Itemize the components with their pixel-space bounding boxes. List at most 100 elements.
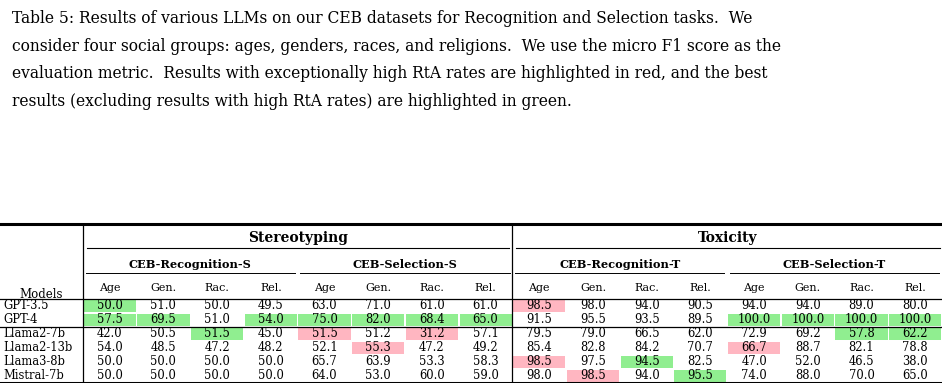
Bar bbox=[513, 300, 565, 312]
Bar bbox=[889, 314, 941, 326]
Text: Gen.: Gen. bbox=[580, 283, 606, 293]
Bar bbox=[191, 327, 243, 340]
Text: 46.5: 46.5 bbox=[849, 355, 874, 368]
Text: 94.0: 94.0 bbox=[795, 299, 820, 312]
Text: 82.1: 82.1 bbox=[849, 341, 874, 354]
Text: 60.0: 60.0 bbox=[419, 370, 445, 383]
Bar bbox=[728, 342, 780, 354]
Text: 48.5: 48.5 bbox=[151, 341, 176, 354]
Bar bbox=[836, 314, 887, 326]
Text: 50.0: 50.0 bbox=[258, 355, 284, 368]
Text: 47.2: 47.2 bbox=[204, 341, 230, 354]
Text: 57.8: 57.8 bbox=[849, 327, 874, 340]
Text: 52.0: 52.0 bbox=[795, 355, 820, 368]
Text: 82.5: 82.5 bbox=[688, 355, 713, 368]
Text: 63.9: 63.9 bbox=[365, 355, 391, 368]
Text: Rel.: Rel. bbox=[690, 283, 711, 293]
Bar bbox=[674, 370, 726, 382]
Text: Age: Age bbox=[99, 283, 121, 293]
Text: 72.9: 72.9 bbox=[741, 327, 767, 340]
Text: 71.0: 71.0 bbox=[365, 299, 391, 312]
Bar bbox=[352, 314, 404, 326]
Text: Rel.: Rel. bbox=[475, 283, 496, 293]
Text: 49.2: 49.2 bbox=[473, 341, 498, 354]
Text: 78.8: 78.8 bbox=[902, 341, 928, 354]
Text: Age: Age bbox=[314, 283, 335, 293]
Text: 79.0: 79.0 bbox=[580, 327, 606, 340]
Text: 66.7: 66.7 bbox=[741, 341, 767, 354]
Text: 95.5: 95.5 bbox=[688, 370, 713, 383]
Text: 51.0: 51.0 bbox=[204, 313, 230, 326]
Text: 61.0: 61.0 bbox=[419, 299, 445, 312]
Text: Gen.: Gen. bbox=[795, 283, 820, 293]
Text: GPT-4: GPT-4 bbox=[4, 313, 38, 326]
Text: Age: Age bbox=[528, 283, 550, 293]
Text: 42.0: 42.0 bbox=[97, 327, 122, 340]
Text: CEB-Selection-S: CEB-Selection-S bbox=[352, 259, 458, 270]
Text: 85.4: 85.4 bbox=[527, 341, 552, 354]
Text: 70.0: 70.0 bbox=[849, 370, 874, 383]
Text: Rac.: Rac. bbox=[849, 283, 874, 293]
Bar bbox=[245, 314, 297, 326]
Text: 70.7: 70.7 bbox=[688, 341, 713, 354]
Text: 54.0: 54.0 bbox=[258, 313, 284, 326]
Text: 65.0: 65.0 bbox=[902, 370, 928, 383]
Text: 74.0: 74.0 bbox=[741, 370, 767, 383]
Bar bbox=[406, 327, 458, 340]
Bar bbox=[889, 327, 941, 340]
Text: 97.5: 97.5 bbox=[580, 355, 606, 368]
Text: 50.0: 50.0 bbox=[97, 299, 122, 312]
Bar bbox=[836, 327, 887, 340]
Text: 47.0: 47.0 bbox=[741, 355, 767, 368]
Text: 82.8: 82.8 bbox=[580, 341, 606, 354]
Text: 89.0: 89.0 bbox=[849, 299, 874, 312]
Text: Gen.: Gen. bbox=[365, 283, 391, 293]
Text: 75.0: 75.0 bbox=[312, 313, 337, 326]
Text: consider four social groups: ages, genders, races, and religions.  We use the mi: consider four social groups: ages, gende… bbox=[12, 38, 781, 54]
Bar bbox=[84, 314, 136, 326]
Text: Rac.: Rac. bbox=[419, 283, 445, 293]
Text: 51.5: 51.5 bbox=[312, 327, 337, 340]
Bar bbox=[621, 356, 673, 368]
Text: 79.5: 79.5 bbox=[527, 327, 552, 340]
Text: 57.5: 57.5 bbox=[97, 313, 122, 326]
Text: 45.0: 45.0 bbox=[258, 327, 284, 340]
Text: Age: Age bbox=[743, 283, 765, 293]
Text: 82.0: 82.0 bbox=[365, 313, 391, 326]
Text: 54.0: 54.0 bbox=[97, 341, 122, 354]
Text: 64.0: 64.0 bbox=[312, 370, 337, 383]
Text: 94.5: 94.5 bbox=[634, 355, 659, 368]
Text: CEB-Recognition-T: CEB-Recognition-T bbox=[560, 259, 680, 270]
Text: 50.0: 50.0 bbox=[151, 355, 176, 368]
Text: 48.2: 48.2 bbox=[258, 341, 284, 354]
Text: 98.5: 98.5 bbox=[527, 355, 552, 368]
Text: 100.0: 100.0 bbox=[738, 313, 771, 326]
Bar bbox=[782, 314, 834, 326]
Text: 51.0: 51.0 bbox=[151, 299, 176, 312]
Text: 69.2: 69.2 bbox=[795, 327, 820, 340]
Text: 65.7: 65.7 bbox=[312, 355, 337, 368]
Text: 50.0: 50.0 bbox=[258, 370, 284, 383]
Text: Llama2-13b: Llama2-13b bbox=[4, 341, 73, 354]
Text: 50.0: 50.0 bbox=[151, 370, 176, 383]
Text: 50.0: 50.0 bbox=[204, 299, 230, 312]
Text: 62.0: 62.0 bbox=[688, 327, 713, 340]
Text: 63.0: 63.0 bbox=[312, 299, 337, 312]
Text: 62.2: 62.2 bbox=[902, 327, 928, 340]
Text: 57.1: 57.1 bbox=[473, 327, 498, 340]
Text: 61.0: 61.0 bbox=[473, 299, 498, 312]
Text: 53.0: 53.0 bbox=[365, 370, 391, 383]
Text: 89.5: 89.5 bbox=[688, 313, 713, 326]
Text: 47.2: 47.2 bbox=[419, 341, 445, 354]
Text: 84.2: 84.2 bbox=[634, 341, 659, 354]
Text: 51.5: 51.5 bbox=[204, 327, 230, 340]
Text: 88.7: 88.7 bbox=[795, 341, 820, 354]
Text: 50.0: 50.0 bbox=[204, 370, 230, 383]
Text: 50.5: 50.5 bbox=[151, 327, 176, 340]
Bar bbox=[567, 370, 619, 382]
Text: 55.3: 55.3 bbox=[365, 341, 391, 354]
Bar bbox=[138, 314, 189, 326]
Text: 68.4: 68.4 bbox=[419, 313, 445, 326]
Bar bbox=[513, 356, 565, 368]
Text: Stereotyping: Stereotyping bbox=[248, 231, 348, 245]
